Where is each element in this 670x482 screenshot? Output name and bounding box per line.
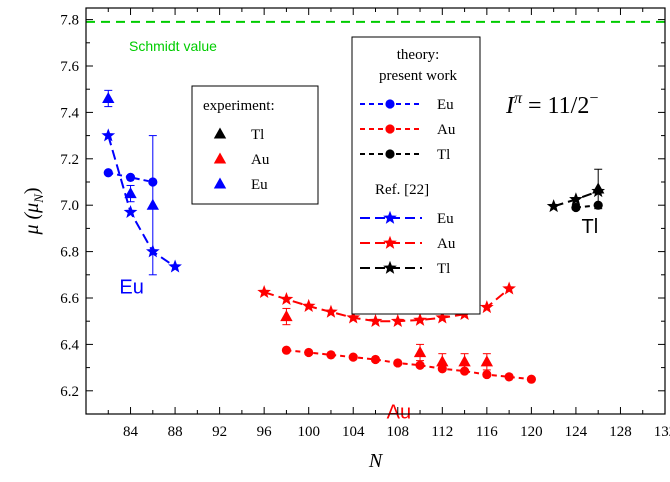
x-tick-label: 88 [168,424,183,440]
ref-au-point [257,285,271,299]
y-tick-label: 7.8 [60,13,79,29]
x-tick-label: 96 [257,424,273,440]
ref-au-point [413,312,427,326]
axis-layer: 84 88 92 96 100 104 108 112 116 120 124 128 132 6.2 6.… [21,7,670,472]
ref-au-point [480,300,494,314]
legend-present-label-au: Au [437,122,456,138]
present-au-point [482,369,492,380]
legend-ref-title: Ref. [22] [375,182,429,198]
experiment-eu-point [146,198,159,210]
present-au-point [281,345,292,355]
legend-ref-label-eu: Eu [437,211,454,227]
x-tick-label: 120 [520,424,543,440]
x-tick-label: 92 [212,424,227,440]
ref-au-point [346,310,361,324]
y-tick-label: 6.8 [60,245,79,261]
legend-experiment-marker-au [213,152,227,164]
experiment-au-point [458,355,471,367]
legend-ref-marker-au [383,235,397,249]
legend-ref-marker-tl [383,260,397,274]
present-au-point [504,372,514,382]
legend-experiment-label-eu: Eu [251,177,268,193]
legend-experiment-title: experiment: [203,98,275,114]
ref-au-point [390,314,405,328]
x-tick-label: 128 [609,424,632,440]
legend-theory-title-2: present work [379,68,457,84]
legend-ref-marker-eu [383,210,397,224]
present-au-line [286,349,532,381]
ref-au-point [279,291,294,305]
legend-ref-label-tl: Tl [437,261,450,277]
ref-au-point [324,304,338,318]
x-axis-title: N [368,450,384,472]
x-tick-label: 104 [342,424,365,440]
legend-experiment-label-au: Au [251,152,270,168]
spin-parity-label: Iπ = 11/2− [505,90,598,119]
experiment-eu-point [102,91,115,104]
experiment-au-point [480,355,494,367]
ref-tl-point [569,192,583,206]
experiment-au-point [413,346,427,358]
legend-ref-label-au: Au [437,236,456,252]
legend-present-label-tl: Tl [437,147,450,163]
y-tick-label: 6.2 [60,384,79,400]
present-au-point [348,352,358,362]
present-tl-point [571,202,581,213]
present-au-point [304,347,314,358]
y-tick-label: 7.0 [60,198,79,214]
present-au-point [526,374,536,384]
x-tick-label: 84 [123,424,139,440]
x-tick-label: 116 [476,424,498,440]
legend-experiment-label-tl: Tl [251,127,264,143]
x-tick-label: 108 [387,424,410,440]
present-au-point [459,366,470,376]
y-axis-title: μ (μN) [21,187,46,235]
ref-au-point [435,310,450,324]
experiment-eu-point [124,187,137,199]
legend-experiment-marker-eu [213,177,227,189]
schmidt-label: Schmidt value [129,38,217,54]
ref-au-line [263,287,510,323]
ref-eu-line [107,135,176,268]
ref-au-point [301,298,316,312]
legend-present-marker-au [385,124,395,134]
ref-eu-point [101,128,116,142]
ref-au-point [368,314,383,328]
legend-present-marker-eu [385,99,395,109]
present-eu-point [125,172,136,182]
ref-eu-point [168,259,182,273]
ref-eu-point [123,204,138,218]
nucleus-label-eu: Eu [119,276,143,298]
legend-experiment-marker-tl [213,127,227,139]
legend-experiment-box [191,85,319,205]
y-tick-label: 7.2 [60,152,79,168]
present-au-point [393,358,403,368]
present-au-point [370,354,381,365]
legend-present-marker-tl [385,149,395,159]
ref-au-point [502,281,516,295]
plot-layer: Schmidt value Eu Au Tl Iπ = 11/2− [86,20,665,424]
x-tick-label: 124 [565,424,588,440]
experiment-au-point [280,310,293,322]
nucleus-label-au: Au [387,402,411,424]
present-au-point [415,360,425,370]
experiment-tl-point [592,182,605,194]
x-tick-label: 112 [431,424,453,440]
legend-theory-box [351,36,481,315]
y-tick-label: 7.6 [60,59,79,75]
legend-present-label-eu: Eu [437,97,454,113]
legend-layer: experiment: Tl Au Eu theory: present work Eu Au… [191,36,481,315]
experiment-au-point [436,355,449,367]
x-tick-label: 132 [654,424,670,440]
y-tick-label: 6.6 [60,291,79,307]
ref-tl-point [546,199,561,213]
x-tick-label: 100 [297,424,320,440]
y-tick-label: 7.4 [60,105,79,121]
present-au-point [326,350,336,360]
y-tick-label: 6.4 [60,337,79,353]
nucleus-label-tl: Tl [581,216,598,238]
legend-theory-title-1: theory: [397,47,440,63]
present-eu-point [103,168,113,178]
